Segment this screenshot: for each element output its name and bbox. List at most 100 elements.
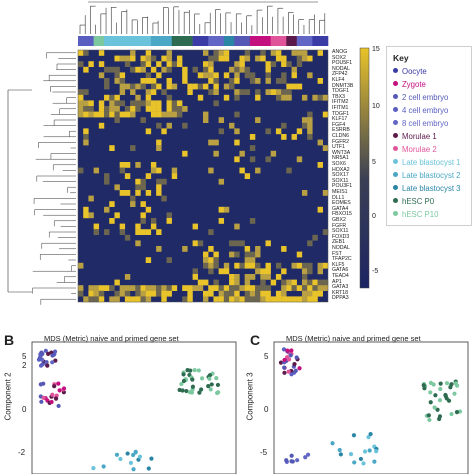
heatmap-cell [150, 66, 157, 73]
gene-label: NODAL [332, 245, 350, 251]
legend-label: hESC P0 [402, 197, 435, 206]
heatmap-cell [119, 229, 126, 235]
colorbar-tick: 10 [372, 103, 380, 110]
scatter-point [289, 372, 294, 377]
scatter-point [184, 388, 189, 394]
heatmap-cell [187, 285, 193, 291]
heatmap-cell [161, 128, 167, 135]
heatmap-cell [135, 66, 141, 73]
heatmap-cell [140, 117, 146, 123]
heatmap-cell [234, 111, 240, 118]
heatmap-cell [223, 262, 230, 269]
scatter-point [281, 347, 287, 352]
heatmap-cell [307, 262, 313, 269]
heatmap-cell [98, 296, 105, 303]
gene-label: SOX6 [332, 161, 346, 167]
heatmap-cell [150, 100, 157, 107]
scatter-point [433, 393, 438, 398]
heatmap-cell [208, 72, 214, 79]
scatter-point [52, 384, 57, 389]
heatmap-cell [171, 106, 178, 112]
heatmap-cell [109, 66, 115, 73]
legend-item: hESC P0 [393, 197, 434, 206]
heatmap-cell [234, 290, 240, 297]
heatmap-cell [145, 290, 152, 297]
heatmap-cell [114, 78, 120, 84]
heatmap-cell [239, 66, 245, 73]
legend-label: Late blastocyst 3 [402, 184, 461, 193]
heatmap-cell [208, 61, 214, 67]
heatmap-cell [78, 61, 84, 67]
heatmap-cell [229, 240, 235, 247]
heatmap-cell [213, 257, 219, 263]
heatmap-cell [150, 162, 157, 168]
heatmap-cell [114, 117, 120, 123]
heatmap-cell [322, 94, 329, 101]
heatmap-cell [140, 201, 146, 207]
scatter-point [46, 351, 51, 356]
y-tick-c: 0 [264, 405, 269, 414]
heatmap-cell [301, 285, 308, 291]
heatmap-cell [88, 195, 94, 202]
heatmap-cell [281, 279, 287, 286]
heatmap-cell [166, 83, 172, 90]
heatmap-cell [301, 268, 308, 275]
gene-label: SOX11 [332, 177, 349, 184]
colorbar-tick: 5 [372, 159, 376, 166]
heatmap-cell [145, 89, 152, 95]
group-segment [208, 36, 225, 46]
heatmap-cell [213, 72, 219, 79]
heatmap-cell [145, 72, 152, 79]
heatmap-cell [140, 61, 146, 67]
heatmap-cell [255, 55, 261, 62]
heatmap-cell [114, 72, 120, 79]
gene-label: SOX2 [332, 54, 346, 61]
heatmap-cell [234, 66, 240, 73]
heatmap-cell [176, 61, 183, 67]
panel-title-b: MDS (Metric) naive and primed gene set [44, 334, 179, 343]
panel-label-b: B [4, 332, 15, 348]
heatmap-cell [291, 285, 297, 291]
heatmap-cell [218, 268, 225, 275]
gene-label: NODAL [332, 65, 350, 72]
heatmap-cell [197, 285, 204, 291]
heatmap-cell [218, 296, 225, 303]
heatmap-cell [244, 72, 251, 79]
heatmap-cell [208, 139, 214, 146]
heatmap-cell [130, 111, 136, 118]
heatmap-cell [223, 83, 230, 90]
heatmap-cell [249, 134, 256, 140]
heatmap-cell [270, 50, 277, 56]
heatmap-cell [78, 100, 84, 107]
heatmap-cell [124, 296, 131, 303]
heatmap-cell [234, 89, 240, 95]
heatmap-cell [239, 262, 245, 269]
gene-label: FBXO15 [332, 211, 352, 218]
scatter-point [367, 448, 372, 453]
heatmap-cell [88, 111, 94, 118]
heatmap-cell [275, 78, 282, 84]
scatter-point [437, 398, 443, 403]
heatmap-cell [166, 218, 172, 224]
heatmap-cell [317, 279, 323, 286]
heatmap-cell [88, 100, 94, 107]
heatmap-cell [249, 218, 256, 224]
scatter-point [444, 396, 449, 401]
heatmap-cell [166, 290, 172, 297]
scatter-point [38, 354, 43, 359]
heatmap-cell [281, 94, 287, 101]
heatmap-cell [270, 279, 277, 286]
heatmap-cell [301, 55, 308, 62]
heatmap-cell [307, 111, 313, 118]
heatmap-cell [156, 246, 162, 252]
heatmap-cell [223, 296, 230, 303]
heatmap-cell [156, 61, 162, 67]
heatmap-cell [124, 285, 131, 291]
scatter-point [290, 459, 295, 464]
scatter-point [289, 453, 294, 458]
heatmap-cell [281, 296, 287, 303]
heatmap-cell [223, 72, 230, 79]
scatter-point [454, 410, 460, 415]
scatter-point [125, 451, 130, 456]
heatmap-cell [83, 111, 89, 118]
